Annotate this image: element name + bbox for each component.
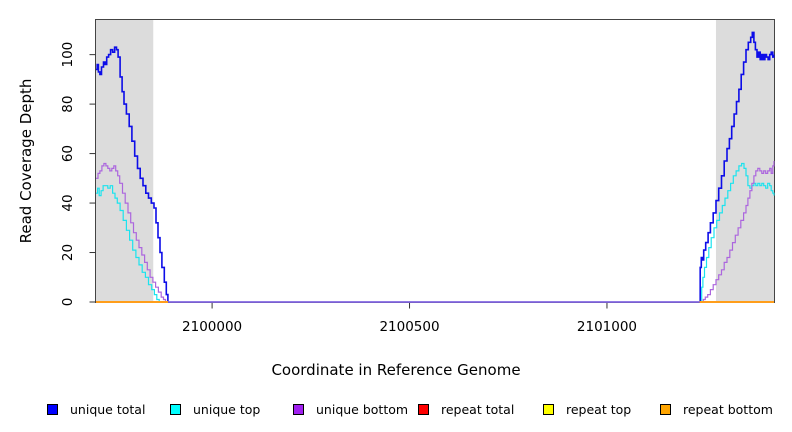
series-unique-total: [96, 31, 775, 303]
legend-swatch: [660, 403, 671, 415]
y-tick-label: 0: [60, 298, 76, 307]
legend-label: repeat total: [441, 401, 515, 417]
y-tick-label: 80: [60, 96, 76, 113]
legend-item-unique-top: unique top: [170, 398, 260, 420]
legend-label: repeat top: [566, 401, 632, 417]
y-tick-label: 20: [60, 244, 76, 261]
legend-swatch: [293, 403, 304, 415]
series-unique-bottom: [96, 161, 775, 303]
legend-item-repeat-top: repeat top: [543, 398, 631, 420]
y-tick-label: 100: [60, 42, 76, 68]
legend-swatch: [47, 403, 58, 415]
plot-border: [95, 19, 775, 303]
legend-label: unique total: [70, 401, 146, 417]
x-tick-label: 2100000: [182, 319, 242, 335]
legend-swatch: [418, 403, 429, 415]
legend-item-repeat-total: repeat total: [418, 398, 514, 420]
y-tick-label: 60: [60, 145, 76, 162]
legend-item-unique-total: unique total: [47, 398, 145, 420]
legend-swatch: [170, 403, 181, 415]
series-unique-top: [96, 162, 775, 303]
x-axis-title: Coordinate in Reference Genome: [271, 361, 521, 379]
legend-swatch: [543, 403, 554, 415]
legend-label: unique top: [193, 401, 261, 417]
legend-item-repeat-bottom: repeat bottom: [660, 398, 773, 420]
y-tick-label: 40: [60, 194, 76, 211]
x-tick-label: 2101000: [577, 319, 637, 335]
legend-label: unique bottom: [316, 401, 409, 417]
legend: unique total unique top unique bottom re…: [0, 398, 792, 422]
x-tick-label: 2100500: [379, 319, 439, 335]
legend-label: repeat bottom: [683, 401, 773, 417]
legend-item-unique-bottom: unique bottom: [293, 398, 408, 420]
